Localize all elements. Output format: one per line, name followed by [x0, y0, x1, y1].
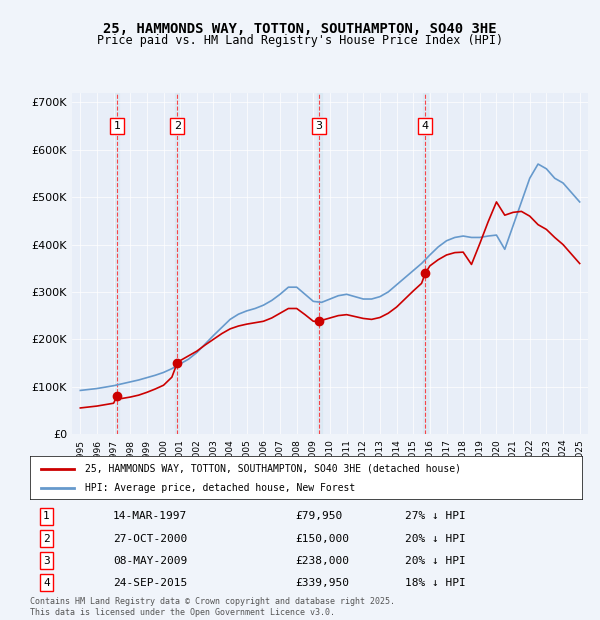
- Text: 2: 2: [173, 121, 181, 131]
- Text: Contains HM Land Registry data © Crown copyright and database right 2025.
This d: Contains HM Land Registry data © Crown c…: [30, 598, 395, 617]
- Bar: [423, 93, 428, 434]
- Text: £150,000: £150,000: [295, 533, 349, 544]
- Text: 27% ↓ HPI: 27% ↓ HPI: [406, 512, 466, 521]
- Bar: [175, 93, 179, 434]
- Text: 1: 1: [43, 512, 50, 521]
- Text: 1: 1: [113, 121, 121, 131]
- Bar: [115, 93, 119, 434]
- Text: 25, HAMMONDS WAY, TOTTON, SOUTHAMPTON, SO40 3HE (detached house): 25, HAMMONDS WAY, TOTTON, SOUTHAMPTON, S…: [85, 464, 461, 474]
- Text: 27-OCT-2000: 27-OCT-2000: [113, 533, 187, 544]
- Text: 4: 4: [43, 578, 50, 588]
- Text: 2: 2: [43, 533, 50, 544]
- Text: 24-SEP-2015: 24-SEP-2015: [113, 578, 187, 588]
- Text: 14-MAR-1997: 14-MAR-1997: [113, 512, 187, 521]
- Text: £79,950: £79,950: [295, 512, 342, 521]
- Text: 20% ↓ HPI: 20% ↓ HPI: [406, 556, 466, 565]
- Text: 25, HAMMONDS WAY, TOTTON, SOUTHAMPTON, SO40 3HE: 25, HAMMONDS WAY, TOTTON, SOUTHAMPTON, S…: [103, 22, 497, 36]
- Text: 3: 3: [316, 121, 323, 131]
- Text: 08-MAY-2009: 08-MAY-2009: [113, 556, 187, 565]
- Text: 4: 4: [422, 121, 429, 131]
- Text: £238,000: £238,000: [295, 556, 349, 565]
- Bar: [317, 93, 322, 434]
- Text: Price paid vs. HM Land Registry's House Price Index (HPI): Price paid vs. HM Land Registry's House …: [97, 34, 503, 47]
- Text: HPI: Average price, detached house, New Forest: HPI: Average price, detached house, New …: [85, 483, 355, 494]
- Text: 18% ↓ HPI: 18% ↓ HPI: [406, 578, 466, 588]
- Text: 3: 3: [43, 556, 50, 565]
- Text: £339,950: £339,950: [295, 578, 349, 588]
- Text: 20% ↓ HPI: 20% ↓ HPI: [406, 533, 466, 544]
